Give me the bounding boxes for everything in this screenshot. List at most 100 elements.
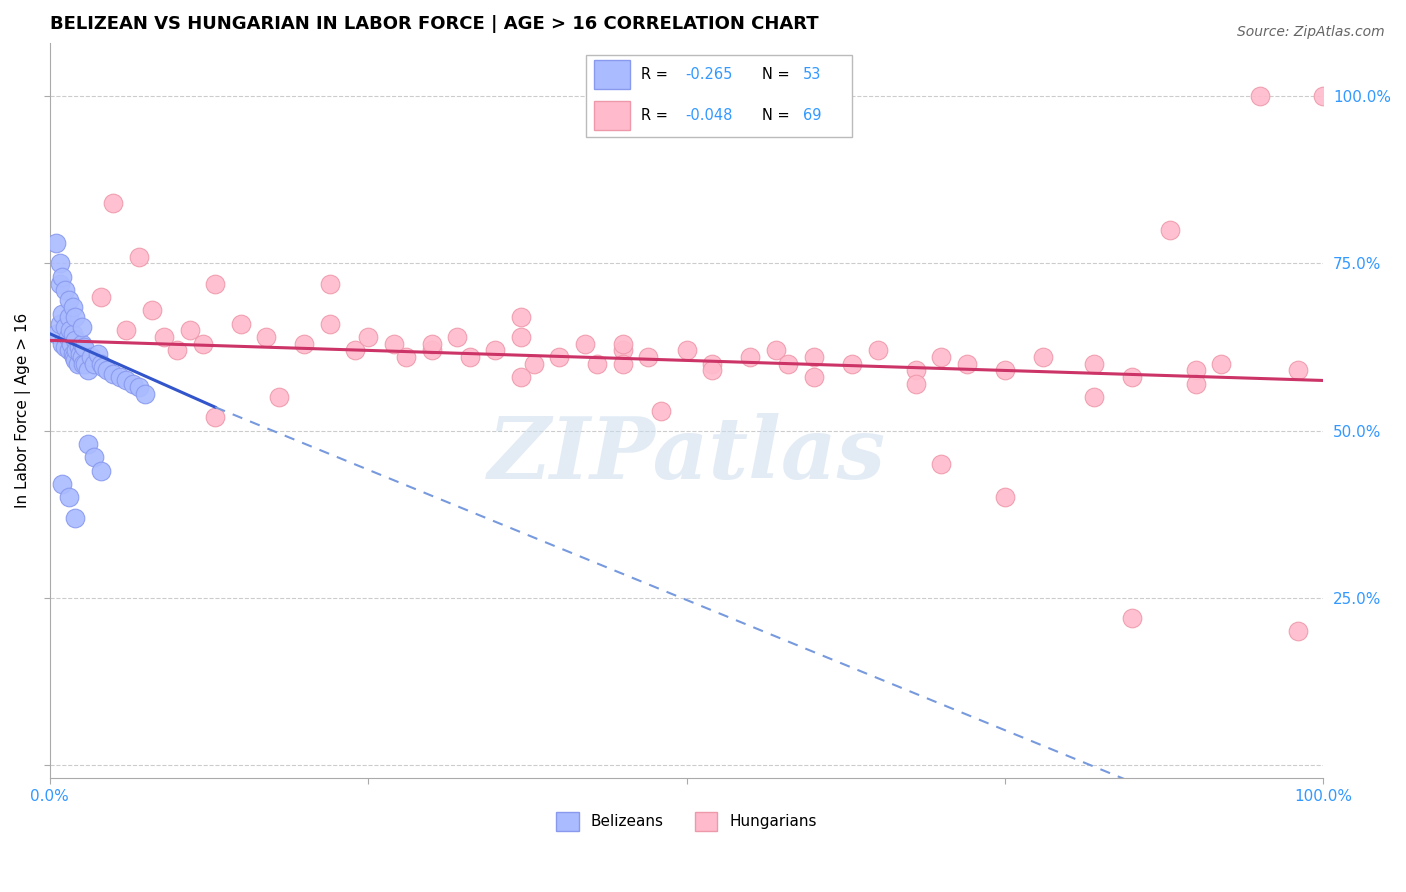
Point bbox=[1211, 357, 1233, 371]
Text: -0.048: -0.048 bbox=[685, 108, 733, 123]
Point bbox=[103, 196, 125, 211]
Point bbox=[510, 370, 533, 384]
Point bbox=[994, 363, 1017, 377]
Point bbox=[45, 236, 67, 251]
Point bbox=[67, 340, 90, 354]
Point bbox=[204, 410, 226, 425]
Point bbox=[63, 510, 86, 524]
Point bbox=[510, 330, 533, 344]
Point bbox=[53, 283, 76, 297]
Point bbox=[675, 343, 697, 358]
Point bbox=[62, 300, 84, 314]
Point bbox=[53, 340, 76, 354]
Point bbox=[294, 336, 316, 351]
Text: R =: R = bbox=[641, 108, 672, 123]
Point bbox=[1286, 624, 1309, 639]
Y-axis label: In Labor Force | Age > 16: In Labor Force | Age > 16 bbox=[15, 313, 31, 508]
Point bbox=[523, 357, 546, 371]
Point bbox=[115, 323, 138, 337]
Point bbox=[1121, 611, 1143, 625]
Point bbox=[929, 350, 952, 364]
Point bbox=[650, 403, 672, 417]
Point bbox=[53, 320, 76, 334]
Point bbox=[65, 343, 87, 358]
Point bbox=[66, 357, 89, 371]
Text: BELIZEAN VS HUNGARIAN IN LABOR FORCE | AGE > 16 CORRELATION CHART: BELIZEAN VS HUNGARIAN IN LABOR FORCE | A… bbox=[49, 15, 818, 33]
Point bbox=[83, 357, 105, 371]
Point bbox=[90, 290, 112, 304]
Point bbox=[69, 347, 91, 361]
Point bbox=[420, 343, 443, 358]
Text: 53: 53 bbox=[803, 67, 821, 82]
Point bbox=[72, 357, 94, 371]
Text: N =: N = bbox=[762, 108, 794, 123]
Point bbox=[1185, 363, 1208, 377]
Point bbox=[58, 310, 80, 324]
Point bbox=[740, 350, 762, 364]
Text: N =: N = bbox=[762, 67, 794, 82]
Point bbox=[63, 334, 86, 348]
Point bbox=[121, 376, 143, 391]
Point bbox=[1312, 89, 1334, 103]
Point bbox=[70, 320, 93, 334]
Point bbox=[73, 340, 96, 354]
Point bbox=[803, 350, 825, 364]
Point bbox=[63, 310, 86, 324]
Point bbox=[63, 350, 86, 364]
Point bbox=[58, 491, 80, 505]
Point bbox=[63, 336, 86, 351]
Point bbox=[382, 336, 405, 351]
Point bbox=[75, 357, 97, 371]
Point bbox=[51, 269, 73, 284]
Point bbox=[70, 350, 93, 364]
Text: 69: 69 bbox=[803, 108, 821, 123]
Point bbox=[484, 343, 506, 358]
Text: Source: ZipAtlas.com: Source: ZipAtlas.com bbox=[1237, 25, 1385, 39]
Point bbox=[803, 370, 825, 384]
Point bbox=[612, 357, 634, 371]
Point bbox=[153, 330, 176, 344]
Point bbox=[956, 357, 979, 371]
Point bbox=[58, 343, 80, 358]
Point bbox=[49, 317, 72, 331]
Point bbox=[51, 307, 73, 321]
Point bbox=[1185, 376, 1208, 391]
Point bbox=[62, 326, 84, 341]
Point bbox=[637, 350, 659, 364]
Point bbox=[49, 277, 72, 291]
Point bbox=[62, 347, 84, 361]
Point bbox=[191, 336, 214, 351]
FancyBboxPatch shape bbox=[586, 55, 852, 136]
Point bbox=[1286, 363, 1309, 377]
Point bbox=[510, 310, 533, 324]
Point bbox=[1083, 390, 1105, 404]
Point bbox=[204, 277, 226, 291]
Point bbox=[51, 336, 73, 351]
Point bbox=[929, 457, 952, 471]
Point bbox=[115, 374, 138, 388]
Point bbox=[319, 277, 342, 291]
FancyBboxPatch shape bbox=[595, 101, 630, 130]
Point bbox=[60, 336, 83, 351]
Point bbox=[79, 350, 101, 364]
Point bbox=[700, 357, 723, 371]
Point bbox=[91, 360, 114, 375]
Point bbox=[96, 363, 118, 377]
Point bbox=[77, 363, 100, 377]
Point bbox=[1083, 357, 1105, 371]
Point bbox=[458, 350, 481, 364]
Point bbox=[58, 293, 80, 308]
Point bbox=[83, 450, 105, 465]
Point bbox=[446, 330, 468, 344]
Point bbox=[166, 343, 188, 358]
Point bbox=[103, 367, 125, 381]
Point bbox=[357, 330, 380, 344]
Point bbox=[51, 477, 73, 491]
Point bbox=[994, 491, 1017, 505]
Point bbox=[267, 390, 290, 404]
Point bbox=[141, 303, 163, 318]
Point bbox=[134, 387, 156, 401]
Point bbox=[45, 326, 67, 341]
Point bbox=[344, 343, 367, 358]
Point bbox=[586, 357, 609, 371]
